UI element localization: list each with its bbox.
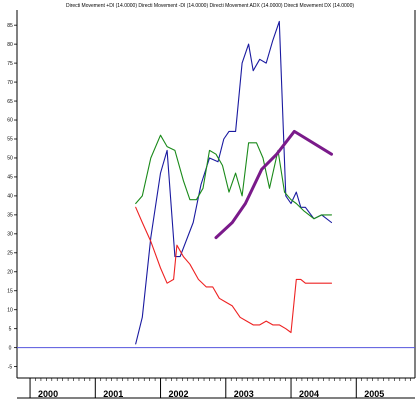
- y-tick-label: 45: [7, 175, 13, 181]
- y-tick-label: 75: [7, 61, 13, 67]
- y-tick-label: 55: [7, 137, 13, 143]
- y-tick-label: 30: [7, 232, 13, 238]
- y-tick-label: 20: [7, 269, 13, 275]
- y-tick-label: 60: [7, 118, 13, 124]
- y-tick-label: 25: [7, 251, 13, 257]
- series-line-2: [135, 134, 333, 220]
- y-tick-label: 85: [7, 23, 13, 29]
- y-tick-label: 15: [7, 288, 13, 294]
- x-tick-label: 2001: [103, 389, 123, 399]
- y-tick-label: 65: [7, 99, 13, 105]
- x-tick-label: 2005: [364, 389, 384, 399]
- y-tick-label: 80: [7, 42, 13, 48]
- x-tick-label: 2004: [299, 389, 319, 399]
- y-tick-label: 35: [7, 213, 13, 219]
- x-tick-label: 2002: [169, 389, 189, 399]
- y-tick-label: 10: [7, 307, 13, 313]
- series-line-1: [135, 20, 333, 345]
- chart-title: Directi Movement +DI (14.0000) Directi M…: [66, 3, 354, 9]
- series-line-4: [214, 129, 333, 240]
- y-tick-label: 40: [7, 194, 13, 200]
- y-tick-label: 50: [7, 156, 13, 162]
- series-line-3: [135, 206, 333, 334]
- y-tick-label: 0: [9, 345, 12, 351]
- y-tick-label: 70: [7, 80, 13, 86]
- y-tick-label: -5: [8, 364, 13, 370]
- x-tick-label: 2003: [234, 389, 254, 399]
- y-tick-label: 5: [9, 326, 12, 332]
- x-tick-label: 2000: [38, 389, 58, 399]
